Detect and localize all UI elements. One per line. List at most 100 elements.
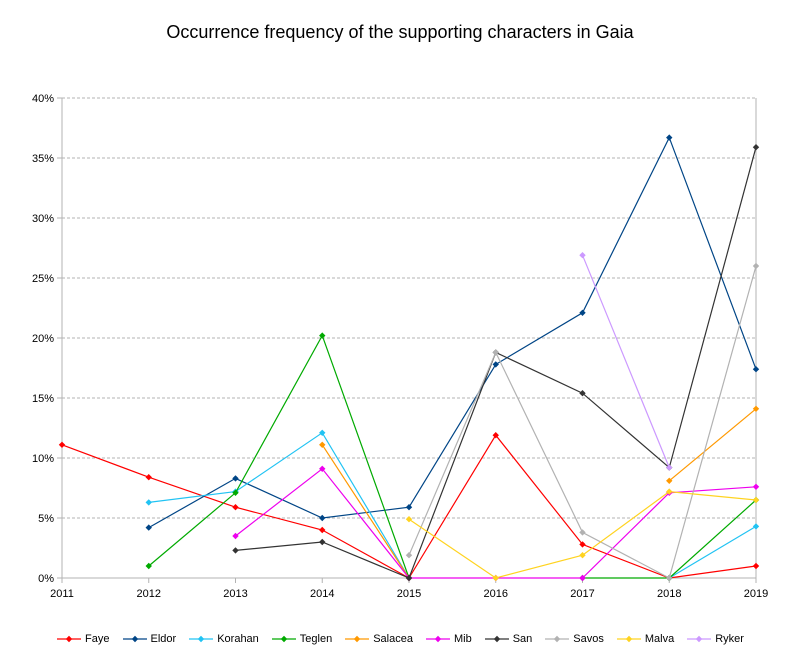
series-line	[668, 408, 757, 482]
data-point	[232, 475, 239, 482]
data-point	[492, 574, 499, 582]
data-point	[752, 262, 760, 270]
series-line	[582, 499, 757, 579]
legend-label: Malva	[644, 633, 675, 645]
data-point	[232, 504, 239, 511]
data-point	[405, 552, 413, 559]
data-point	[579, 552, 586, 559]
y-tick-label: 5%	[38, 513, 54, 525]
legend-item: Korahan	[188, 633, 259, 645]
series-mib	[232, 465, 760, 582]
legend-swatch	[122, 635, 147, 643]
legend-item: San	[484, 633, 533, 645]
legend-label: Faye	[85, 633, 110, 645]
x-tick-label: 2013	[223, 588, 247, 600]
data-point	[319, 332, 326, 339]
series-line	[321, 444, 410, 579]
x-tick-label: 2015	[397, 588, 421, 600]
series-line	[148, 334, 410, 579]
legend: Faye Eldor Korahan Teglen Salacea Mib San Savos…	[0, 629, 800, 649]
legend-swatch	[687, 635, 712, 643]
legend-label: Ryker	[715, 633, 744, 645]
legend-swatch	[345, 635, 370, 643]
series-line	[148, 431, 410, 579]
legend-item: Ryker	[686, 633, 744, 645]
series-malva	[405, 488, 760, 582]
chart-title: Occurrence frequency of the supporting c…	[166, 22, 634, 42]
legend-label: Mib	[453, 633, 472, 645]
y-tick-label: 0%	[38, 573, 54, 585]
data-point	[752, 496, 760, 504]
legend-item: Malva	[616, 633, 674, 645]
series-teglen	[145, 332, 760, 582]
grid-lines	[62, 97, 756, 519]
x-tick-label: 2016	[484, 588, 508, 600]
data-point	[579, 574, 586, 582]
data-point	[666, 574, 673, 582]
data-point	[319, 538, 326, 546]
x-tick-label: 2018	[657, 588, 681, 600]
legend-swatch	[271, 635, 296, 643]
data-point	[145, 474, 152, 481]
legend-item: Mib	[425, 633, 472, 645]
series-ryker	[579, 252, 673, 471]
legend-label: Salacea	[373, 633, 413, 645]
legend-item: Eldor	[122, 633, 177, 645]
data-point	[319, 526, 326, 534]
data-point	[319, 514, 326, 522]
data-point	[666, 134, 673, 141]
data-point	[666, 488, 673, 495]
x-tick-label: 2012	[137, 588, 161, 600]
legend-item: Salacea	[344, 633, 413, 645]
legend-item: Teglen	[271, 633, 332, 645]
series-lines	[58, 134, 760, 582]
data-point	[319, 465, 326, 472]
y-tick-label: 40%	[32, 93, 54, 105]
data-point	[492, 361, 499, 368]
series-savos	[405, 262, 760, 582]
data-point	[752, 523, 760, 530]
legend-label: Korahan	[217, 633, 259, 645]
x-tick-label: 2017	[570, 588, 594, 600]
data-point	[752, 562, 760, 570]
legend-label: Eldor	[150, 633, 177, 645]
legend-label: Teglen	[299, 633, 333, 645]
data-point	[232, 547, 239, 554]
legend-swatch	[425, 635, 450, 643]
legend-swatch	[57, 635, 82, 643]
data-point	[492, 432, 499, 439]
legend-label: San	[512, 633, 533, 645]
y-tick-label: 10%	[32, 453, 54, 465]
series-line	[235, 467, 757, 579]
data-point	[232, 489, 239, 496]
data-point	[752, 483, 760, 490]
data-point	[319, 441, 326, 448]
x-tick-label: 2014	[310, 588, 334, 600]
data-point	[145, 499, 152, 506]
data-point	[405, 574, 413, 582]
data-point	[58, 441, 66, 448]
legend-label: Savos	[573, 633, 604, 645]
data-point	[145, 562, 152, 570]
data-point	[579, 252, 586, 259]
data-point	[405, 516, 413, 523]
data-point	[752, 366, 760, 373]
data-point	[405, 504, 413, 511]
data-point	[579, 309, 586, 316]
y-tick-label: 20%	[32, 333, 54, 345]
legend-item: Faye	[56, 633, 110, 645]
series-line	[581, 254, 670, 468]
data-point	[752, 405, 760, 412]
series-eldor	[145, 134, 760, 531]
x-tick-label: 2011	[50, 588, 74, 600]
series-line	[148, 136, 757, 529]
data-point	[145, 524, 152, 531]
x-tick-label: 2019	[744, 588, 768, 600]
data-point	[666, 464, 673, 471]
data-point	[579, 529, 586, 536]
y-tick-label: 15%	[32, 393, 54, 405]
data-point	[492, 349, 499, 356]
data-point	[579, 390, 586, 397]
legend-swatch	[484, 635, 509, 643]
